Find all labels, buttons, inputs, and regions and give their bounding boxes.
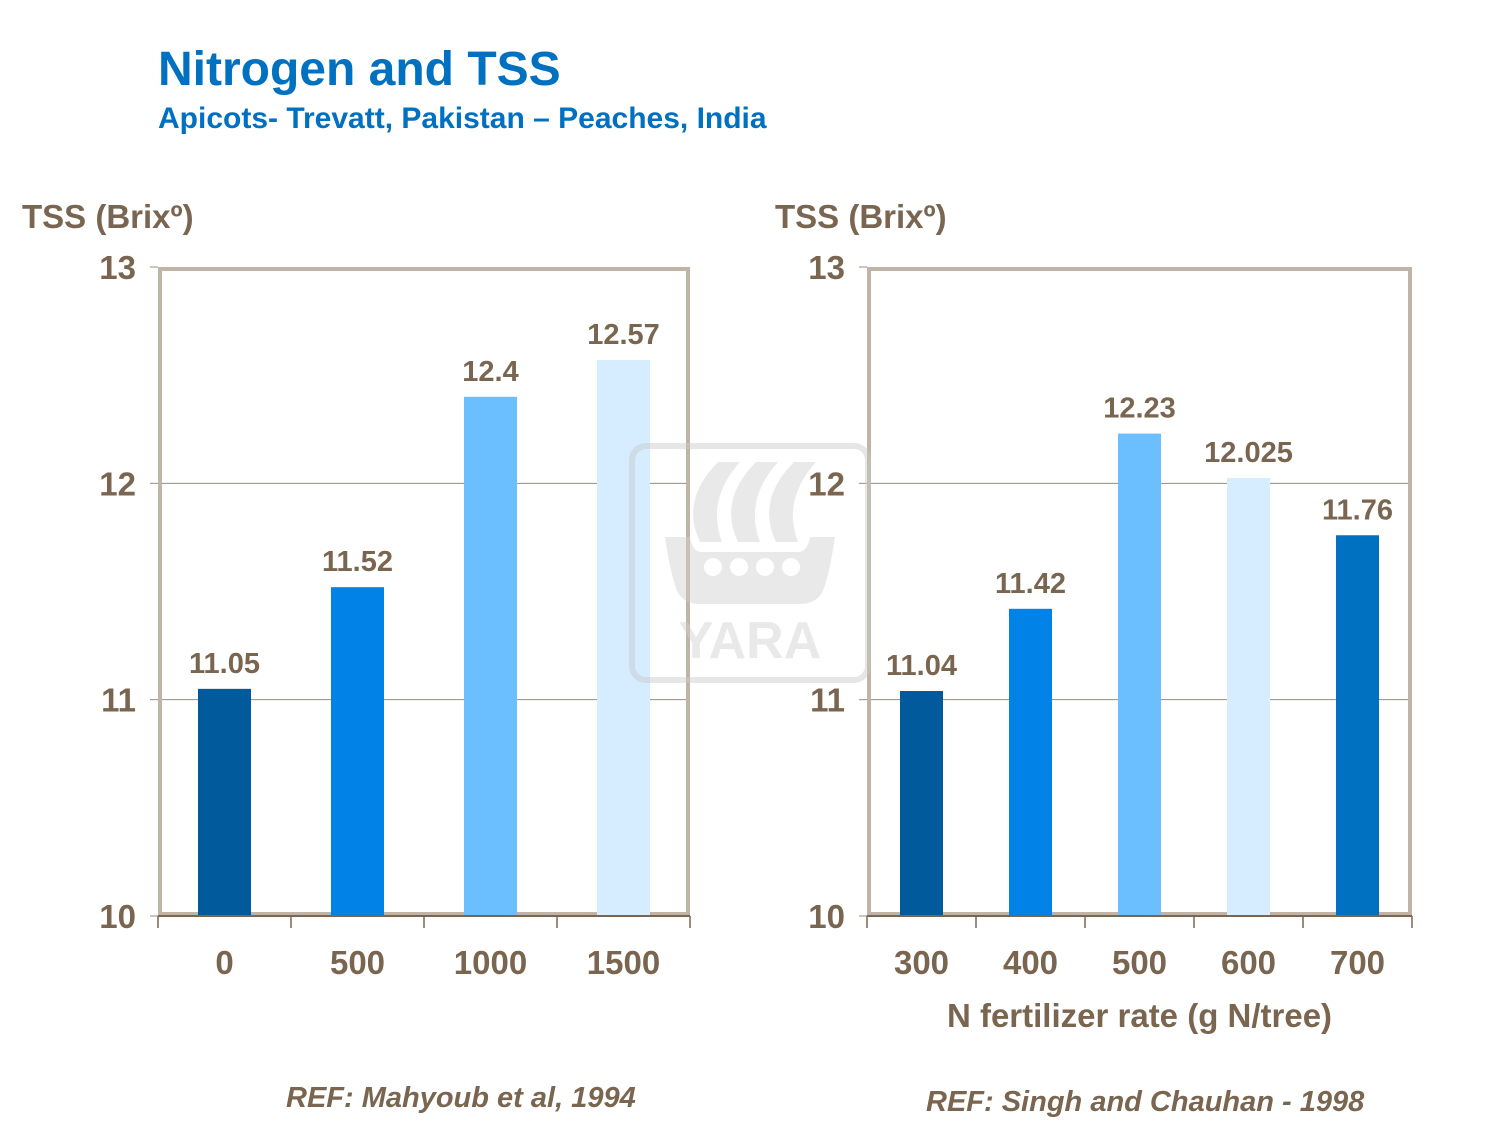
x-tick-label: 600: [1221, 944, 1276, 981]
bar: [331, 587, 384, 916]
x-tick-label: 0: [215, 944, 233, 981]
bar: [464, 396, 517, 916]
data-label: 12.4: [462, 356, 518, 388]
y-tick-label: 12: [808, 465, 845, 502]
bar: [1118, 433, 1161, 916]
svg-text:YARA: YARA: [679, 612, 822, 670]
y-tick-label: 13: [99, 249, 136, 286]
y-axis-label: TSS (Brixº): [775, 198, 947, 235]
y-tick-label: 10: [99, 898, 136, 935]
x-tick-label: 400: [1003, 944, 1058, 981]
data-label: 11.76: [1322, 494, 1393, 526]
x-tick-label: 700: [1330, 944, 1385, 981]
y-tick-label: 11: [810, 682, 845, 719]
bar-chart-2: TSS (Brixº) 10 11 12 13 11.04 300 11.42 400 12.23…: [775, 198, 1413, 1034]
bar-chart-1: TSS (Brixº) 10 11 12 13 11.05 0 11.52 500 12.4 100…: [22, 198, 691, 981]
y-axis-label: TSS (Brixº): [22, 198, 194, 235]
y-tick-label: 12: [99, 465, 136, 502]
x-tick-label: 300: [894, 944, 949, 981]
data-label: 12.57: [587, 319, 660, 351]
data-label: 11.04: [886, 650, 957, 682]
y-tick-label: 11: [101, 682, 136, 719]
bar: [900, 691, 943, 916]
reference-left: REF: Mahyoub et al, 1994: [286, 1082, 636, 1114]
bar: [198, 688, 251, 916]
bar: [1336, 535, 1379, 916]
x-axis-label: N fertilizer rate (g N/tree): [947, 997, 1332, 1034]
y-tick-label: 10: [808, 898, 845, 935]
plot-frame: [158, 267, 690, 916]
data-label: 12.23: [1103, 393, 1176, 425]
reference-right: REF: Singh and Chauhan - 1998: [926, 1086, 1365, 1118]
data-label: 11.42: [995, 568, 1066, 600]
page-subtitle: Apicots- Trevatt, Pakistan – Peaches, In…: [158, 102, 767, 135]
bar: [597, 360, 650, 917]
x-tick-label: 500: [330, 944, 385, 981]
data-label: 12.025: [1204, 437, 1293, 469]
y-tick-label: 13: [808, 249, 845, 286]
page-title: Nitrogen and TSS: [158, 43, 561, 96]
data-label: 11.52: [322, 546, 393, 578]
data-label: 11.05: [189, 648, 260, 680]
x-tick-label: 500: [1112, 944, 1167, 981]
x-tick-label: 1500: [587, 944, 660, 981]
bar: [1227, 477, 1270, 916]
x-tick-label: 1000: [454, 944, 527, 981]
bar: [1009, 608, 1052, 916]
yara-watermark: YARA: [629, 443, 871, 683]
